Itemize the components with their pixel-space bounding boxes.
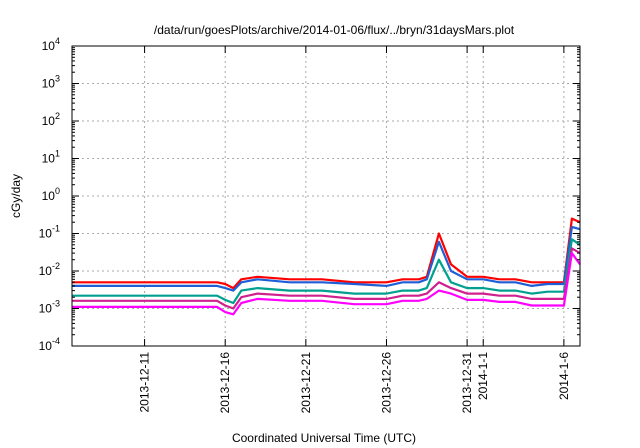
x-tick-label: 2013-12-26 bbox=[379, 352, 393, 414]
chart-title: /data/run/goesPlots/archive/2014-01-06/f… bbox=[154, 23, 515, 37]
series-line-5 bbox=[72, 252, 581, 316]
x-tick-label: 2013-12-21 bbox=[299, 352, 313, 414]
series-line-4 bbox=[72, 247, 581, 310]
y-tick-label: 103 bbox=[42, 74, 60, 91]
x-tick-label: 2014-1-6 bbox=[557, 352, 571, 400]
x-tick-label: 2013-12-11 bbox=[138, 352, 152, 413]
y-tick-label: 10-3 bbox=[39, 299, 60, 316]
series-line-1 bbox=[72, 217, 581, 290]
x-axis-label: Coordinated Universal Time (UTC) bbox=[232, 431, 416, 445]
y-tick-label: 104 bbox=[42, 36, 60, 53]
y-tick-label: 10-1 bbox=[39, 224, 60, 241]
tick-layer: 10-4 10-3 10-2 10-1 100 101 102 103 104 2013-12-1… bbox=[39, 36, 580, 413]
y-tick-label: 101 bbox=[42, 149, 60, 166]
grid-layer bbox=[72, 46, 580, 346]
series-line-2 bbox=[72, 225, 581, 292]
x-tick-label: 2013-12-31 bbox=[460, 352, 474, 414]
series-line-3 bbox=[72, 238, 581, 305]
y-axis-label: cGy/day bbox=[9, 174, 23, 218]
y-tick-label: 102 bbox=[42, 111, 60, 128]
y-tick-label: 10-4 bbox=[39, 336, 60, 353]
y-tick-label: 10-2 bbox=[39, 261, 60, 278]
y-tick-label: 100 bbox=[42, 186, 60, 203]
x-tick-label: 2014-1-1 bbox=[476, 352, 490, 400]
series-layer bbox=[72, 217, 581, 316]
x-tick-label: 2013-12-16 bbox=[218, 352, 232, 414]
